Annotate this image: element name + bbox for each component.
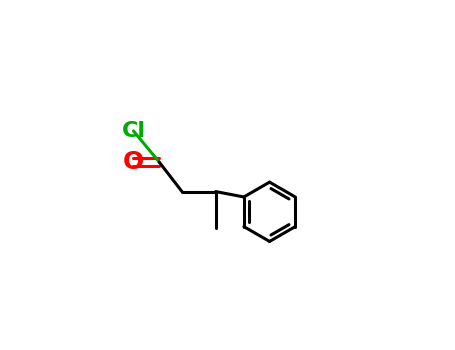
Text: O: O <box>123 150 144 174</box>
Text: Cl: Cl <box>121 121 146 141</box>
